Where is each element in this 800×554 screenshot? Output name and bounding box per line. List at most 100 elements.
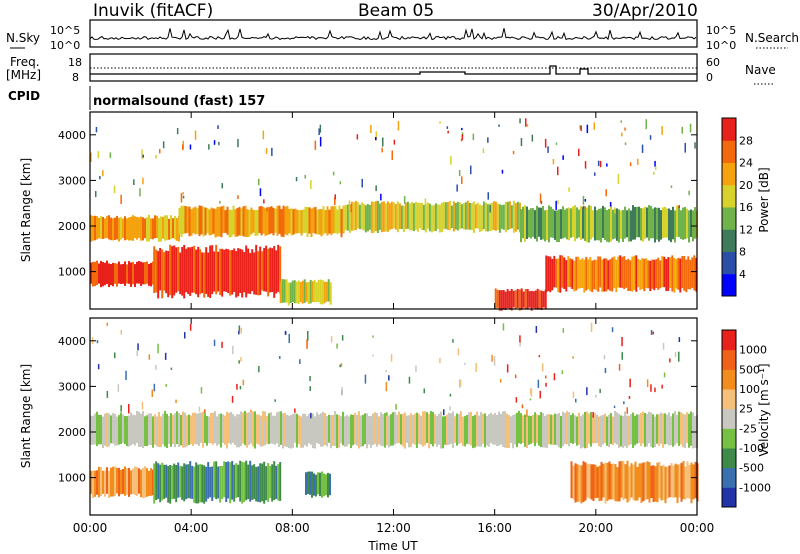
heatmap-cell bbox=[216, 416, 218, 446]
heatmap-cell bbox=[604, 462, 607, 504]
heatmap-cell bbox=[299, 282, 302, 303]
heatmap-cell bbox=[625, 259, 628, 288]
heatmap-cell bbox=[418, 413, 420, 444]
freq-left-tick-bottom: 8 bbox=[72, 71, 79, 84]
heatmap-cell bbox=[205, 466, 208, 502]
heatmap-cell bbox=[116, 467, 118, 494]
heatmap-speckle bbox=[295, 177, 298, 182]
heatmap-cell bbox=[239, 460, 242, 502]
heatmap-cell bbox=[155, 461, 158, 500]
heatmap-speckle bbox=[654, 166, 657, 170]
heatmap-cell bbox=[578, 412, 580, 445]
heatmap-cell bbox=[226, 206, 229, 235]
heatmap-cell bbox=[126, 264, 128, 284]
heatmap-cell bbox=[173, 245, 176, 296]
heatmap-speckle bbox=[258, 366, 260, 373]
heatmap-cell bbox=[607, 260, 610, 290]
heatmap-cell bbox=[96, 470, 98, 495]
date-title: 30/Apr/2010 bbox=[592, 1, 698, 21]
colorbar-tick-label: 25 bbox=[739, 403, 753, 416]
heatmap-speckle bbox=[614, 207, 616, 214]
heatmap-cell bbox=[150, 413, 152, 445]
heatmap-cell bbox=[102, 470, 104, 494]
heatmap-speckle bbox=[439, 121, 441, 124]
heatmap-cell bbox=[226, 411, 228, 449]
heatmap-cell bbox=[553, 255, 556, 288]
heatmap-speckle bbox=[221, 341, 223, 348]
heatmap-cell bbox=[500, 413, 502, 445]
heatmap-cell bbox=[668, 412, 670, 446]
heatmap-cell bbox=[472, 416, 474, 449]
heatmap-cell bbox=[648, 205, 650, 241]
heatmap-cell bbox=[693, 255, 696, 291]
heatmap-cell bbox=[506, 289, 509, 308]
heatmap-cell bbox=[665, 259, 668, 291]
heatmap-cell bbox=[112, 413, 114, 444]
heatmap-cell bbox=[130, 470, 132, 495]
heatmap-speckle bbox=[381, 147, 383, 153]
heatmap-cell bbox=[502, 411, 504, 447]
heatmap-speckle bbox=[97, 364, 100, 370]
heatmap-cell bbox=[678, 411, 680, 446]
heatmap-cell bbox=[630, 463, 633, 498]
heatmap-speckle bbox=[341, 335, 344, 341]
heatmap-cell bbox=[307, 471, 309, 495]
heatmap-cell bbox=[191, 465, 194, 499]
heatmap-cell bbox=[305, 472, 307, 495]
heatmap-cell bbox=[446, 202, 449, 230]
heatmap-cell bbox=[562, 411, 564, 447]
heatmap-cell bbox=[496, 289, 499, 308]
heatmap-speckle bbox=[582, 205, 585, 210]
heatmap-cell bbox=[191, 246, 194, 293]
heatmap-cell bbox=[358, 411, 360, 449]
heatmap-cell bbox=[242, 206, 245, 237]
heatmap-cell bbox=[578, 209, 580, 238]
heatmap-speckle bbox=[182, 195, 185, 199]
heatmap-cell bbox=[291, 280, 294, 302]
heatmap-speckle bbox=[482, 148, 485, 154]
heatmap-speckle bbox=[334, 197, 336, 206]
heatmap-speckle bbox=[678, 351, 680, 362]
heatmap-cell bbox=[454, 416, 456, 443]
heatmap-cell bbox=[162, 216, 164, 239]
x-tick-label: 08:00 bbox=[275, 521, 310, 535]
heatmap-cell bbox=[92, 415, 94, 445]
heatmap-cell bbox=[366, 413, 368, 449]
heatmap-cell bbox=[136, 261, 138, 284]
heatmap-cell bbox=[116, 215, 118, 240]
heatmap-cell bbox=[639, 260, 642, 290]
heatmap-cell bbox=[181, 247, 184, 296]
heatmap-speckle bbox=[182, 144, 184, 151]
heatmap-cell bbox=[474, 414, 476, 448]
heatmap-cell bbox=[178, 413, 180, 447]
freq-trace bbox=[90, 65, 697, 75]
colorbar-tick-label: 1000 bbox=[739, 344, 767, 357]
power-bands bbox=[90, 118, 698, 311]
heatmap-cell bbox=[175, 247, 178, 293]
heatmap-cell bbox=[638, 463, 641, 498]
heatmap-cell bbox=[466, 200, 469, 230]
colorbar-swatch bbox=[722, 428, 736, 449]
heatmap-speckle bbox=[386, 412, 388, 416]
heatmap-speckle bbox=[475, 363, 477, 373]
heatmap-speckle bbox=[568, 187, 570, 192]
heatmap-cell bbox=[636, 466, 639, 501]
heatmap-cell bbox=[532, 208, 534, 237]
heatmap-speckle bbox=[375, 185, 377, 192]
heatmap-cell bbox=[317, 472, 319, 495]
heatmap-cell bbox=[540, 412, 542, 448]
heatmap-speckle bbox=[538, 355, 541, 358]
heatmap-cell bbox=[186, 206, 189, 233]
heatmap-speckle bbox=[213, 339, 216, 347]
heatmap-cell bbox=[670, 210, 672, 243]
heatmap-cell bbox=[348, 205, 351, 233]
heatmap-cell bbox=[166, 413, 168, 448]
heatmap-cell bbox=[630, 414, 632, 445]
heatmap-speckle bbox=[263, 412, 266, 421]
heatmap-speckle bbox=[236, 383, 238, 390]
heatmap-cell bbox=[452, 201, 455, 232]
heatmap-cell bbox=[378, 203, 381, 230]
heatmap-cell bbox=[272, 207, 275, 236]
heatmap-cell bbox=[370, 416, 372, 448]
heatmap-cell bbox=[632, 412, 634, 448]
